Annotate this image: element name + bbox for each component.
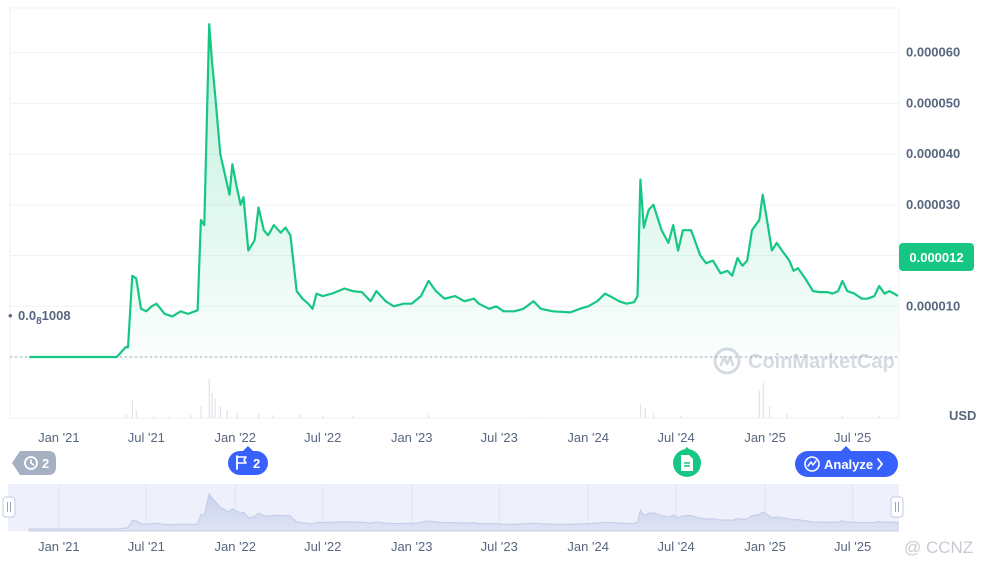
navigator-x-tick-label: Jan '24 [567, 539, 609, 554]
x-tick-label: Jan '23 [391, 430, 433, 445]
flag-event-button[interactable]: 2 [228, 446, 268, 475]
volume-bar [236, 412, 238, 418]
x-tick-label: Jan '21 [38, 430, 80, 445]
svg-text:0.081008: 0.081008 [18, 308, 71, 327]
current-price-tag: 0.000012 [899, 243, 974, 271]
document-event-button[interactable] [673, 447, 701, 477]
volume-bar [208, 379, 210, 418]
plot-frame [9, 7, 900, 419]
navigator-x-tick-label: Jan '22 [215, 539, 257, 554]
x-axis: Jan '21 Jul '21 Jan '22 Jul '22 Jan '23 Jul '… [38, 430, 871, 445]
volume-bar [768, 406, 771, 418]
current-price-tag-bg [899, 243, 974, 271]
start-price-label: • 0.081008 [8, 308, 71, 327]
y-tick-label: 0.000060 [906, 45, 960, 60]
x-tick-label: Jul '21 [128, 430, 165, 445]
start-price-marker: • [8, 308, 13, 323]
y-tick-label: 0.000030 [906, 197, 960, 212]
navigator-x-tick-label: Jul '23 [481, 539, 518, 554]
volume-bar [190, 414, 192, 418]
navigator-x-axis: Jan '21 Jul '21 Jan '22 Jul '22 Jan '23 Jul '… [38, 539, 871, 554]
y-axis: 0.0000600.0000500.0000400.0000300.000020… [906, 45, 960, 314]
current-price-label: 0.000012 [909, 250, 963, 265]
volume-bar [878, 416, 880, 418]
corner-watermark-text: @ CCNZ [904, 538, 973, 557]
volume-bar [125, 414, 127, 418]
x-tick-label: Jan '24 [567, 430, 609, 445]
y-tick-label: 0.000050 [906, 95, 960, 110]
navigator-right-handle[interactable] [890, 496, 904, 518]
volume-bar [131, 400, 134, 418]
volume-bar [652, 413, 655, 418]
volume-bar [211, 392, 213, 418]
volume-bar [272, 415, 274, 418]
price-line [29, 23, 899, 359]
volume-bar [257, 414, 260, 418]
chevron-right-icon [877, 458, 883, 470]
navigator-x-tick-label: Jul '22 [304, 539, 341, 554]
x-tick-label: Jan '22 [215, 430, 257, 445]
volume-bar [428, 414, 430, 418]
volume-bar [200, 406, 202, 418]
volume-bar [152, 416, 154, 418]
volume-bar [135, 410, 137, 418]
volume-bar [679, 415, 682, 418]
navigator-x-tick-label: Jul '24 [658, 539, 695, 554]
history-event-button[interactable]: 2 [12, 451, 56, 475]
analyze-label: Analyze [824, 457, 873, 472]
navigator-x-tick-label: Jan '21 [38, 539, 80, 554]
navigator-left-handle[interactable] [2, 496, 16, 518]
volume-bar [352, 416, 354, 418]
price-area [29, 24, 899, 357]
volume-bar [299, 414, 301, 418]
navigator-area [28, 492, 899, 532]
x-tick-label: Jul '23 [481, 430, 518, 445]
analyze-button[interactable]: Analyze [795, 446, 898, 477]
volume-bar [214, 398, 216, 418]
x-tick-label: Jul '25 [834, 430, 871, 445]
flag-icon [236, 455, 247, 470]
range-navigator[interactable] [2, 484, 904, 532]
start-price-main: 0.0 [18, 308, 36, 323]
y-tick-label: 0.000010 [906, 298, 960, 313]
start-price-sub: 8 [36, 316, 42, 327]
volume-bars [125, 379, 880, 418]
navigator-x-tick-label: Jul '21 [128, 539, 165, 554]
volume-bar [644, 408, 646, 418]
x-tick-label: Jan '25 [744, 430, 786, 445]
history-icon [24, 456, 38, 470]
volume-bar [786, 414, 788, 418]
flag-count: 2 [253, 456, 260, 471]
volume-bar [322, 415, 324, 418]
navigator-x-tick-label: Jan '23 [391, 539, 433, 554]
volume-bar [762, 382, 764, 418]
analyze-icon [804, 456, 820, 472]
history-count: 2 [42, 456, 49, 471]
volume-bar [226, 410, 228, 418]
volume-bar [758, 390, 760, 418]
navigator-x-tick-label: Jan '25 [744, 539, 786, 554]
volume-bar [639, 404, 642, 418]
y-tick-label: 0.000040 [906, 146, 960, 161]
navigator-x-tick-label: Jul '25 [834, 539, 871, 554]
document-icon [681, 455, 693, 471]
x-tick-label: Jul '24 [658, 430, 695, 445]
volume-bar [219, 406, 221, 418]
volume-bar [167, 416, 169, 418]
start-price-tail: 1008 [42, 308, 71, 323]
currency-label: USD [949, 408, 976, 423]
x-tick-label: Jul '22 [304, 430, 341, 445]
volume-bar [535, 416, 537, 418]
corner-watermark: @ CCNZ [904, 538, 973, 557]
volume-bar [841, 415, 844, 418]
